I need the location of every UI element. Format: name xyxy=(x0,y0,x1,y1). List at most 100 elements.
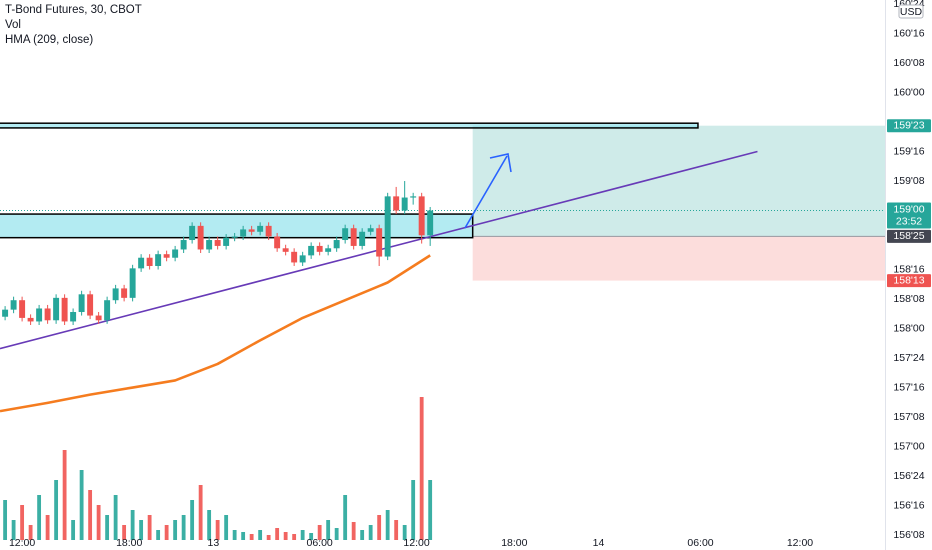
candle-body xyxy=(206,240,213,250)
y-tick-label: 158'08 xyxy=(893,293,924,305)
volume-bar xyxy=(215,520,220,540)
candle-body xyxy=(172,249,179,258)
candle-body xyxy=(393,196,400,211)
candle-body xyxy=(163,254,170,258)
y-tick-label: 160'16 xyxy=(893,27,924,39)
legend-title: T-Bond Futures, 30, CBOT xyxy=(5,4,142,16)
volume-bar xyxy=(241,532,246,540)
candle-body xyxy=(70,312,77,322)
volume-bar xyxy=(147,515,152,540)
last-price-label: 159'00 xyxy=(893,203,924,215)
target-zone xyxy=(472,125,885,237)
candle-body xyxy=(61,297,68,322)
volume-bar xyxy=(300,530,305,540)
candle-body xyxy=(129,268,136,298)
target-price-label: 159'23 xyxy=(893,119,924,131)
volume-bar xyxy=(20,505,25,540)
volume-bar xyxy=(428,480,433,540)
x-tick-label: 14 xyxy=(593,537,605,549)
candle-body xyxy=(112,288,119,301)
candle-body xyxy=(359,231,366,246)
y-tick-label: 156'24 xyxy=(893,470,924,482)
candle-body xyxy=(316,245,323,252)
volume-bar xyxy=(411,480,416,540)
candle-body xyxy=(333,240,340,249)
y-tick-label: 160'00 xyxy=(893,86,924,98)
legend-volume: Vol xyxy=(5,19,21,31)
candle-body xyxy=(274,236,281,249)
volume-bar xyxy=(266,535,271,540)
y-tick-label: 156'16 xyxy=(893,499,924,511)
x-tick-label: 13 xyxy=(208,537,220,549)
countdown-label: 23:52 xyxy=(896,215,922,227)
candle-body xyxy=(401,197,408,211)
support-zone xyxy=(0,213,474,239)
candle-body xyxy=(223,237,230,246)
volume-bar xyxy=(232,530,237,540)
volume-bar xyxy=(334,528,339,540)
x-tick-label: 12:00 xyxy=(9,537,35,549)
volume-bar xyxy=(62,450,67,540)
volume-bar xyxy=(198,485,203,540)
volume-bar xyxy=(96,505,101,540)
volume-bar xyxy=(3,500,8,540)
stop-price-label-box xyxy=(887,274,931,288)
candle-body xyxy=(240,229,247,237)
volume-bar xyxy=(207,510,212,540)
candle-body xyxy=(27,317,34,322)
resistance-zone xyxy=(0,122,699,129)
candle-body xyxy=(78,294,85,313)
candle-body xyxy=(291,251,298,263)
volume-bar xyxy=(156,530,161,540)
volume-bar xyxy=(37,495,42,540)
y-tick-label: 157'16 xyxy=(893,381,924,393)
candle-body xyxy=(299,255,306,263)
volume-bar xyxy=(11,520,16,540)
volume-bar xyxy=(28,525,33,540)
hma-line xyxy=(0,254,431,413)
candle-body xyxy=(214,240,221,246)
entry-price-label-box xyxy=(887,229,931,243)
candle-body xyxy=(376,228,383,257)
candle-body xyxy=(10,300,17,310)
candle-body xyxy=(146,257,153,266)
plot-area xyxy=(0,122,885,540)
currency-label[interactable]: USD xyxy=(900,6,923,18)
candle-body xyxy=(342,228,349,241)
candle-body xyxy=(231,236,238,238)
volume-bar xyxy=(249,534,254,540)
currency-box[interactable] xyxy=(898,4,924,19)
volume-bar xyxy=(54,480,59,540)
target-price-label-box xyxy=(887,119,931,133)
stop-price-label: 158'13 xyxy=(893,274,924,286)
stop-zone xyxy=(472,236,885,281)
volume-bar xyxy=(343,495,348,540)
candle-body xyxy=(189,225,196,241)
y-tick-label: 158'00 xyxy=(893,322,924,334)
volume-bar xyxy=(71,520,76,540)
projection-arrow xyxy=(464,155,508,229)
volume-bar xyxy=(317,525,322,540)
y-tick-label: 158'16 xyxy=(893,263,924,275)
volume-bar xyxy=(368,525,373,540)
x-tick-label: 18:00 xyxy=(116,537,142,549)
y-tick-label: 157'08 xyxy=(893,411,924,423)
volume-bar xyxy=(105,515,110,540)
candle-body xyxy=(427,210,434,236)
y-tick-label: 157'24 xyxy=(893,352,924,364)
volume-bar xyxy=(377,515,382,540)
volume-bar xyxy=(224,515,229,540)
x-tick-label: 12:00 xyxy=(787,537,813,549)
candle-body xyxy=(257,225,264,232)
volume-bar xyxy=(402,525,407,540)
volume-bar xyxy=(190,500,195,540)
volume-bar xyxy=(309,533,314,540)
candle-body xyxy=(248,229,255,232)
x-tick-label: 06:00 xyxy=(687,537,713,549)
volume-bar xyxy=(45,515,50,540)
volume-bar xyxy=(258,530,263,540)
volume-bar xyxy=(292,534,297,540)
y-tick-label: 156'08 xyxy=(893,529,924,541)
volume-bar xyxy=(113,495,118,540)
candle-body xyxy=(282,248,289,252)
